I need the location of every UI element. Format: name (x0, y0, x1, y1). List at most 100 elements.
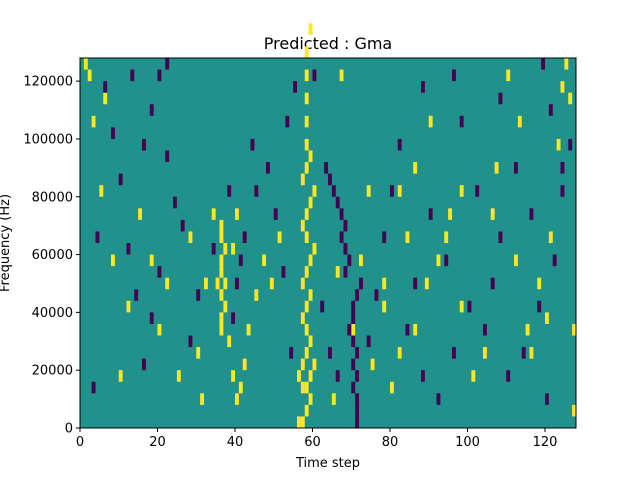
heatmap-cell (359, 254, 363, 267)
heatmap-cell (269, 277, 274, 290)
heatmap-cell (436, 254, 441, 267)
heatmap-cell (235, 208, 239, 220)
heatmap-cell (444, 254, 449, 267)
heatmap-cell (281, 266, 286, 278)
y-axis-label: Frequency (Hz) (0, 194, 13, 292)
heatmap-cell (312, 243, 317, 255)
heatmap-cell (308, 289, 313, 301)
heatmap-cell (219, 254, 224, 267)
heatmap-cell (242, 358, 247, 371)
heatmap-cell (165, 277, 170, 290)
heatmap-cell (331, 393, 336, 405)
x-tick-label: 120 (533, 435, 558, 450)
heatmap-cell (405, 323, 410, 336)
heatmap-cell (351, 335, 356, 348)
heatmap-cell (525, 323, 530, 336)
heatmap-cell (572, 404, 577, 417)
heatmap-cell (273, 208, 278, 220)
heatmap-cell (254, 185, 259, 197)
x-tick-label: 20 (149, 435, 166, 450)
heatmap-cell (297, 370, 301, 382)
x-tick-label: 60 (304, 435, 321, 450)
heatmap-cell (320, 300, 325, 313)
heatmap-cell (537, 277, 542, 290)
heatmap-cell (452, 347, 456, 359)
heatmap-cell (382, 300, 387, 313)
heatmap-cell (219, 219, 224, 232)
heatmap-cell (293, 81, 298, 93)
heatmap-cell (196, 289, 201, 301)
heatmap-cell (397, 347, 402, 359)
heatmap-cell (149, 312, 154, 324)
heatmap-cell (138, 208, 143, 220)
heatmap-cell (355, 416, 360, 428)
heatmap-cell (328, 173, 332, 186)
heatmap-cell (312, 69, 317, 82)
heatmap-cell (355, 289, 360, 301)
heatmap-cell (421, 81, 425, 93)
heatmap-cell (339, 69, 344, 82)
heatmap-cell (343, 266, 348, 278)
heatmap-cell (223, 243, 228, 255)
heatmap-cell (134, 289, 139, 301)
heatmap-cell (308, 150, 313, 163)
heatmap-cell (157, 266, 162, 278)
heatmap-cell (351, 323, 356, 336)
heatmap-cell (308, 254, 313, 267)
heatmap-cell (285, 115, 290, 128)
plot-frame (79, 57, 577, 429)
heatmap-cell (428, 208, 433, 220)
heatmap-background (80, 58, 576, 428)
heatmap-cell (564, 58, 569, 70)
heatmap-cell (231, 370, 236, 382)
heatmap-cell (490, 277, 495, 290)
heatmap-cell (111, 127, 115, 139)
heatmap-cell (548, 231, 553, 243)
heatmap-cell (300, 277, 305, 290)
heatmap-cell (289, 347, 294, 359)
heatmap-cell (308, 335, 313, 348)
heatmap-cell (541, 58, 546, 70)
heatmap-cell (304, 162, 309, 174)
heatmap-cell (467, 300, 472, 313)
heatmap-cell (545, 393, 549, 405)
heatmap-cell (176, 370, 181, 382)
x-tick-label: 100 (455, 435, 480, 450)
heatmap-cell (126, 300, 131, 313)
heatmap-cell (483, 323, 487, 336)
heatmap-cell (452, 69, 456, 82)
heatmap-cell (188, 231, 193, 243)
heatmap-cell (308, 23, 313, 35)
heatmap-cell (529, 208, 534, 220)
heatmap-cell (335, 370, 340, 382)
heatmap-cell (355, 347, 360, 359)
heatmap-cell (83, 58, 88, 70)
heatmap-cell (413, 277, 418, 290)
heatmap-cell (254, 289, 259, 301)
heatmap-cell (142, 358, 146, 371)
heatmap-cell (498, 231, 503, 243)
heatmap-cell (351, 300, 356, 313)
heatmap-cell (424, 277, 429, 290)
heatmap-cell (556, 138, 561, 151)
heatmap-cell (219, 323, 224, 336)
x-tick-label: 80 (382, 435, 399, 450)
heatmap-cell (351, 358, 356, 371)
heatmap-cell (335, 266, 340, 278)
heatmap-cell (277, 231, 282, 243)
heatmap-cell (118, 173, 123, 186)
heatmap-cell (359, 277, 363, 290)
heatmap-cell (103, 81, 108, 93)
heatmap-cell (448, 208, 453, 220)
heatmap-cell (304, 323, 309, 336)
heatmap-cell (173, 196, 177, 209)
heatmap-cell (312, 358, 317, 371)
heatmap-cell (498, 92, 503, 105)
heatmap-cell (204, 277, 208, 290)
heatmap-cell (142, 138, 146, 151)
heatmap-cell (300, 219, 305, 232)
heatmap-cell (200, 393, 205, 405)
heatmap-cell (331, 185, 336, 197)
heatmap-cell (397, 138, 402, 151)
